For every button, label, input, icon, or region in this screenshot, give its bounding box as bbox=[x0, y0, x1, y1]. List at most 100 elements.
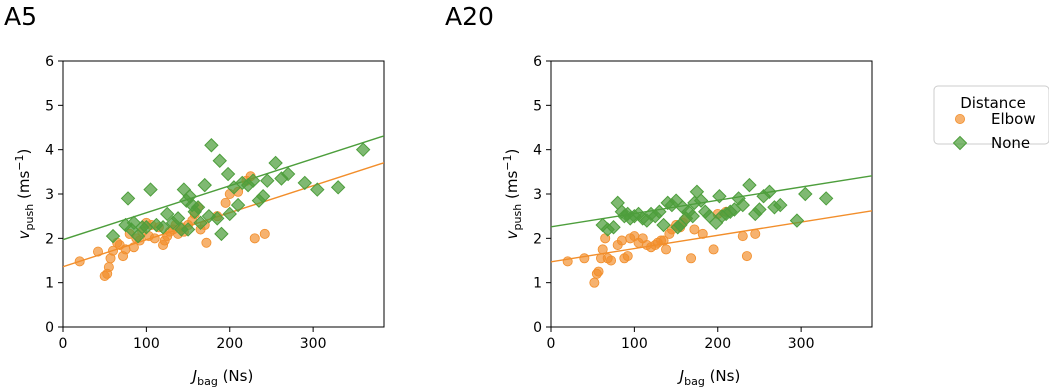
y-tick-label: 5 bbox=[533, 98, 542, 114]
x-axis-label: Jbag (Ns) bbox=[677, 367, 741, 388]
x-tick-label: 300 bbox=[300, 336, 327, 352]
data-point-elbow bbox=[579, 253, 590, 264]
y-axis-label-main: v bbox=[503, 229, 521, 239]
data-point-none bbox=[193, 215, 208, 231]
data-point-none bbox=[742, 177, 757, 193]
svg-text:vpush (ms−1): vpush (ms−1) bbox=[13, 149, 36, 240]
y-tick-label: 4 bbox=[45, 143, 54, 159]
data-point-none bbox=[789, 213, 805, 228]
legend-title: Distance bbox=[960, 94, 1026, 112]
data-point-elbow bbox=[589, 277, 600, 288]
y-axis-label-sub: push bbox=[511, 204, 524, 231]
data-point-none bbox=[656, 217, 671, 233]
data-point-elbow bbox=[593, 266, 604, 277]
y-axis-label-unit: (ms bbox=[15, 171, 33, 204]
data-point-elbow bbox=[220, 197, 231, 208]
x-axis-label: Jbag (Ns) bbox=[190, 367, 254, 388]
legend-marker-elbow bbox=[955, 114, 966, 125]
x-axis-label-unit: (Ns) bbox=[705, 367, 741, 385]
y-tick-label: 6 bbox=[45, 54, 54, 70]
data-point-elbow bbox=[708, 244, 719, 255]
data-point-elbow bbox=[689, 224, 700, 235]
y-axis-label-sup: −1 bbox=[501, 155, 514, 171]
data-point-none bbox=[212, 153, 227, 168]
data-point-elbow bbox=[249, 233, 260, 244]
data-point-elbow bbox=[661, 244, 672, 255]
y-tick-label: 1 bbox=[45, 276, 54, 292]
data-point-none bbox=[245, 173, 261, 188]
data-point-none bbox=[143, 182, 158, 197]
data-point-none bbox=[735, 197, 750, 213]
y-axis-label-main: v bbox=[15, 229, 33, 239]
data-point-none bbox=[798, 186, 813, 202]
data-point-none bbox=[310, 182, 325, 197]
x-tick-label: 200 bbox=[704, 336, 731, 352]
plot-area: 0 100 200 300 0 1 2 3 4 5 6 bbox=[533, 54, 873, 352]
y-axis-label: vpush (ms−1) bbox=[501, 149, 524, 240]
x-tick-label: 0 bbox=[59, 336, 68, 352]
data-point-none bbox=[268, 155, 283, 171]
data-point-none bbox=[105, 228, 121, 244]
legend-marker-none bbox=[952, 135, 968, 151]
data-point-none bbox=[180, 222, 196, 237]
data-point-elbow bbox=[103, 262, 114, 273]
data-point-none bbox=[190, 200, 206, 215]
data-point-none bbox=[197, 177, 212, 193]
data-point-none bbox=[220, 166, 236, 182]
x-tick-label: 100 bbox=[621, 336, 648, 352]
x-axis-label-sub: bag bbox=[684, 375, 705, 387]
y-tick-label: 4 bbox=[533, 143, 542, 159]
x-tick-label: 100 bbox=[133, 336, 160, 352]
y-axis-label-close: ) bbox=[503, 149, 521, 155]
x-axis-label-sub: bag bbox=[197, 375, 218, 387]
data-point-elbow bbox=[562, 256, 573, 267]
data-point-elbow bbox=[597, 244, 608, 255]
legend-label-elbow: Elbow bbox=[991, 110, 1036, 128]
data-point-elbow bbox=[120, 244, 131, 255]
series-none bbox=[105, 138, 371, 244]
data-point-none bbox=[160, 206, 175, 222]
y-tick-label: 2 bbox=[45, 231, 54, 247]
x-axis-label-unit: (Ns) bbox=[218, 367, 254, 385]
y-axis-label-close: ) bbox=[15, 149, 33, 155]
data-point-none bbox=[693, 193, 709, 208]
data-point-none bbox=[280, 166, 296, 182]
data-point-none bbox=[204, 138, 219, 153]
svg-text:Jbag (Ns): Jbag (Ns) bbox=[677, 367, 741, 387]
data-point-none bbox=[222, 206, 237, 222]
chart-panel-a20: A20 vpush (ms−1) Jbag (Ns) 0 100 200 300 0 1 2… bbox=[445, 2, 873, 388]
data-point-elbow bbox=[737, 231, 748, 242]
plot-frame bbox=[62, 60, 385, 328]
data-point-none bbox=[260, 173, 275, 188]
data-point-none bbox=[762, 184, 777, 199]
x-tick-label: 300 bbox=[788, 336, 815, 352]
data-point-none bbox=[230, 197, 246, 213]
data-point-none bbox=[170, 211, 186, 226]
y-tick-label: 0 bbox=[533, 320, 542, 336]
data-point-none bbox=[773, 197, 788, 213]
y-axis-label: vpush (ms−1) bbox=[13, 149, 36, 240]
legend-frame bbox=[933, 85, 1049, 145]
data-point-elbow bbox=[74, 256, 85, 267]
data-point-elbow bbox=[750, 228, 761, 239]
y-tick-label: 3 bbox=[533, 187, 542, 203]
y-axis-label-sup: −1 bbox=[13, 155, 26, 171]
panel-label: A20 bbox=[445, 2, 494, 31]
chart-panel-a5: A5 vpush (ms−1) Jbag (Ns) 0 100 200 300 0 1 2 3… bbox=[4, 2, 385, 388]
data-point-none bbox=[606, 220, 621, 235]
y-axis-label-unit: (ms bbox=[503, 171, 521, 204]
data-point-elbow bbox=[616, 235, 627, 246]
x-axis-label-main: J bbox=[677, 367, 684, 385]
data-point-none bbox=[652, 204, 667, 219]
y-tick-label: 2 bbox=[533, 231, 542, 247]
svg-text:Jbag (Ns): Jbag (Ns) bbox=[190, 367, 254, 387]
y-tick-label: 6 bbox=[533, 54, 542, 70]
data-point-elbow bbox=[201, 237, 212, 248]
y-tick-label: 5 bbox=[45, 98, 54, 114]
x-tick-label: 200 bbox=[216, 336, 243, 352]
legend-label-none: None bbox=[991, 134, 1030, 152]
data-point-elbow bbox=[259, 228, 270, 239]
data-point-none bbox=[355, 142, 371, 157]
